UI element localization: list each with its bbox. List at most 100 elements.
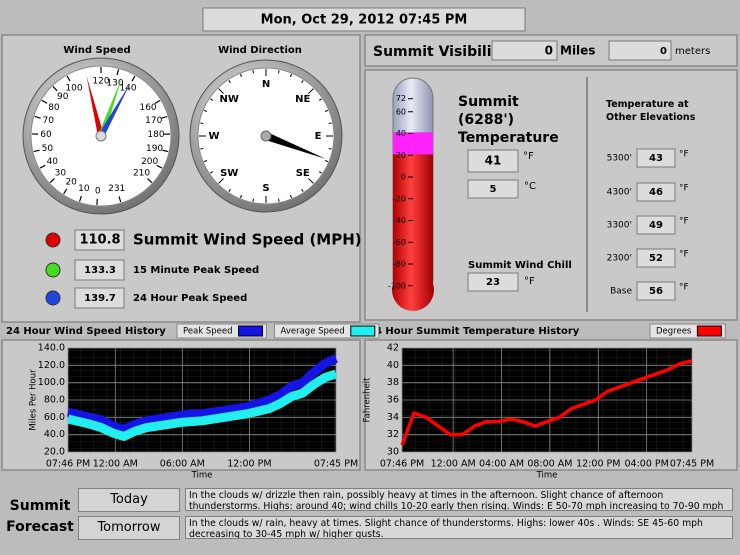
- dial-tick: [49, 178, 55, 184]
- dial-tick-label: 190: [146, 144, 163, 154]
- y-tick-label: 36: [387, 395, 399, 406]
- dial-tick: [34, 115, 41, 119]
- elevation-box: [636, 182, 676, 202]
- dial-tick: [118, 196, 122, 203]
- reading-value: 133.3: [84, 265, 116, 276]
- x-tick-label: 07:46 PM: [46, 459, 90, 470]
- thermo-tick-label: -20: [393, 194, 406, 203]
- dial-tick: [131, 75, 136, 82]
- elevation-value: 56: [649, 286, 663, 297]
- dial-tick: [41, 99, 48, 104]
- elevation-value: 49: [649, 220, 663, 231]
- dial-tick-label: 80: [48, 103, 60, 113]
- dial-tick-label: 0: [95, 186, 101, 196]
- thermo-tick-label: -40: [393, 216, 406, 225]
- series-line: [66, 369, 338, 441]
- elevation-unit: °F: [679, 150, 689, 160]
- x-tick-label: 12:00 PM: [576, 459, 620, 470]
- thermo-tick-label: 60: [396, 107, 406, 116]
- y-tick-label: 80.0: [44, 395, 65, 406]
- thermo-tick-label: 0: [401, 173, 406, 182]
- elevation-box: [636, 215, 676, 235]
- wind-needle: [86, 75, 104, 137]
- today-button[interactable]: Today: [78, 488, 180, 512]
- today-forecast: In the clouds w/ drizzle then rain, poss…: [185, 488, 733, 511]
- x-tick-label: 12:00 AM: [93, 459, 138, 470]
- elevation-unit: °F: [679, 250, 689, 260]
- dial-tick-label: 180: [147, 130, 164, 140]
- reading-box: [74, 229, 125, 251]
- compass-tick: [252, 70, 255, 74]
- tomorrow-forecast: In the clouds w/ rain, heavy at times. S…: [185, 516, 733, 539]
- compass-label: E: [315, 131, 322, 142]
- x-tick-label: 04:00 AM: [479, 459, 524, 470]
- compass-label: SE: [296, 168, 310, 179]
- dial-tick: [156, 164, 163, 169]
- compass-tick: [228, 188, 231, 192]
- y-tick-label: 140.0: [38, 343, 65, 354]
- elevation-unit: °F: [679, 217, 689, 227]
- compass-tick: [200, 122, 204, 125]
- x-tick-label: 12:00 AM: [431, 459, 476, 470]
- reading-label: 15 Minute Peak Speed: [133, 265, 259, 276]
- reading-value: 139.7: [84, 293, 116, 304]
- led: [45, 262, 61, 278]
- legend-swatch: [696, 325, 722, 337]
- meters-box: [608, 40, 672, 61]
- y-tick-label: 42: [387, 343, 399, 354]
- y-tick-label: 32: [387, 429, 399, 440]
- dial-tick-label: 60: [40, 130, 52, 140]
- dial-tick: [66, 75, 71, 82]
- wind-chill-title: Summit Wind Chill: [468, 260, 572, 271]
- dial-tick-label: 210: [133, 169, 150, 179]
- dial-tick: [33, 149, 40, 153]
- x-tick-label: 08:00 AM: [527, 459, 572, 470]
- compass-tick: [277, 198, 280, 202]
- wind-needle: [98, 81, 132, 138]
- dial-tick-label: 50: [42, 144, 54, 154]
- forecast-title: Summit Forecast: [6, 498, 74, 535]
- y-axis-label: Miles Per Hour: [29, 369, 39, 431]
- compass-tick: [308, 178, 314, 184]
- fahrenheit-box: [467, 149, 519, 173]
- compass-tick: [328, 122, 332, 125]
- compass-label: NE: [295, 94, 310, 105]
- led: [45, 232, 61, 248]
- temperature-history-title: 24 Hour Summit Temperature History: [368, 326, 580, 337]
- dial-tick-label: 20: [65, 178, 77, 188]
- elevation-label: 3300': [607, 221, 632, 231]
- wind-speed-title: Wind Speed: [63, 45, 130, 56]
- elevation-value: 43: [649, 153, 663, 164]
- y-tick-label: 38: [387, 377, 399, 388]
- compass-label: N: [262, 79, 270, 90]
- dial-tick: [162, 149, 169, 153]
- elevation-unit: °F: [679, 184, 689, 194]
- wind-needle: [98, 77, 122, 138]
- legend-label: Degrees: [656, 327, 692, 337]
- y-tick-label: 40.0: [44, 429, 65, 440]
- x-tick-label: 07:45 PM: [314, 459, 358, 470]
- header-datetime: Mon, Oct 29, 2012 07:45 PM: [261, 13, 468, 28]
- miles-box: [491, 40, 558, 61]
- dial-tick: [78, 195, 82, 202]
- elevation-label: 2300': [607, 254, 632, 264]
- series-line: [66, 354, 338, 434]
- elevation-label: 4300': [607, 188, 632, 198]
- thermo-tick-label: -80: [393, 260, 406, 269]
- wind-direction-title: Wind Direction: [218, 45, 302, 56]
- elevation-value: 46: [649, 187, 663, 198]
- thermo-fill-top: [393, 132, 433, 155]
- celsius-box: [467, 179, 519, 199]
- dial-tick-label: 160: [139, 103, 156, 113]
- wind-chill-unit: °F: [524, 276, 535, 287]
- temperature-title: Summit (6288') Temperature: [458, 94, 559, 146]
- dial-tick-label: 140: [119, 84, 136, 94]
- dial-tick: [154, 99, 161, 104]
- tomorrow-button[interactable]: Tomorrow: [78, 516, 180, 540]
- compass-tick: [239, 73, 242, 78]
- elevation-label: Base: [610, 287, 632, 297]
- x-tick-label: 06:00 AM: [160, 459, 205, 470]
- y-tick-label: 60.0: [44, 412, 65, 423]
- compass-hub: [260, 130, 272, 142]
- compass-tick: [308, 88, 314, 94]
